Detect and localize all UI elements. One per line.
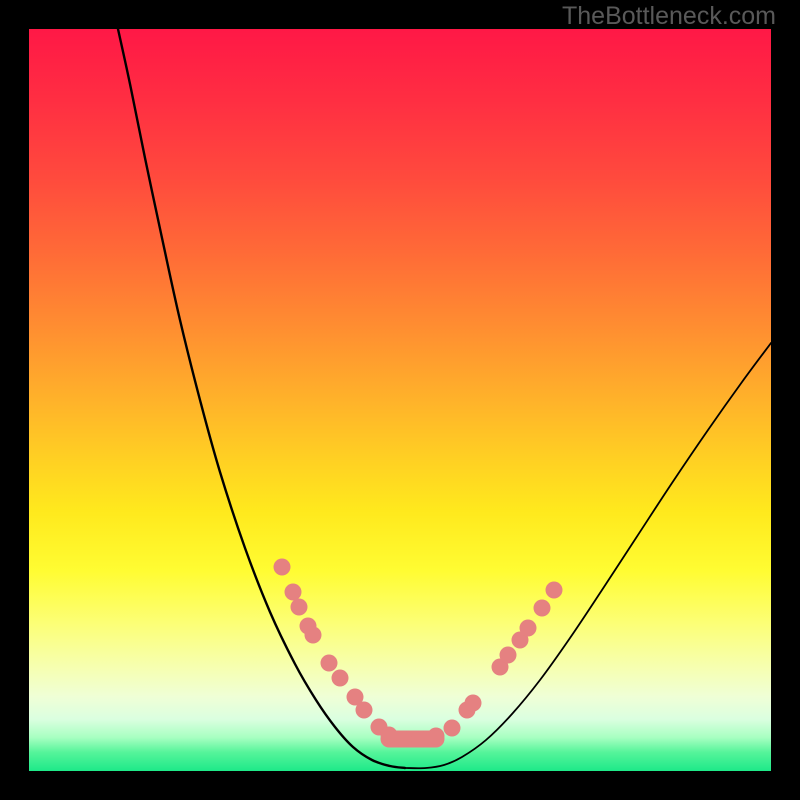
data-marker — [305, 627, 322, 644]
data-marker — [274, 559, 291, 576]
data-marker — [356, 702, 373, 719]
data-marker — [444, 720, 461, 737]
data-marker — [291, 599, 308, 616]
data-marker — [500, 647, 517, 664]
data-marker — [412, 731, 429, 748]
data-marker — [285, 584, 302, 601]
watermark-text: TheBottleneck.com — [562, 2, 776, 31]
data-marker — [428, 728, 445, 745]
data-marker — [395, 731, 412, 748]
data-marker — [332, 670, 349, 687]
data-marker — [534, 600, 551, 617]
data-marker — [321, 655, 338, 672]
data-marker — [546, 582, 563, 599]
data-marker — [465, 695, 482, 712]
data-marker — [520, 620, 537, 637]
